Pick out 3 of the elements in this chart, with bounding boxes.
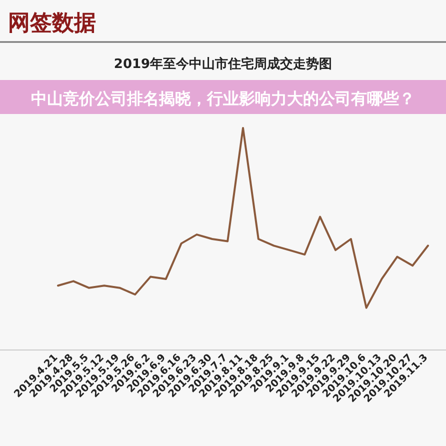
text: 网签数据	[8, 11, 96, 36]
text: 中山竞价公司排名揭晓，行业影响力大的公司有哪些？	[31, 89, 415, 108]
chart-title: 2019年至今中山市住宅周成交走势图	[114, 56, 332, 72]
